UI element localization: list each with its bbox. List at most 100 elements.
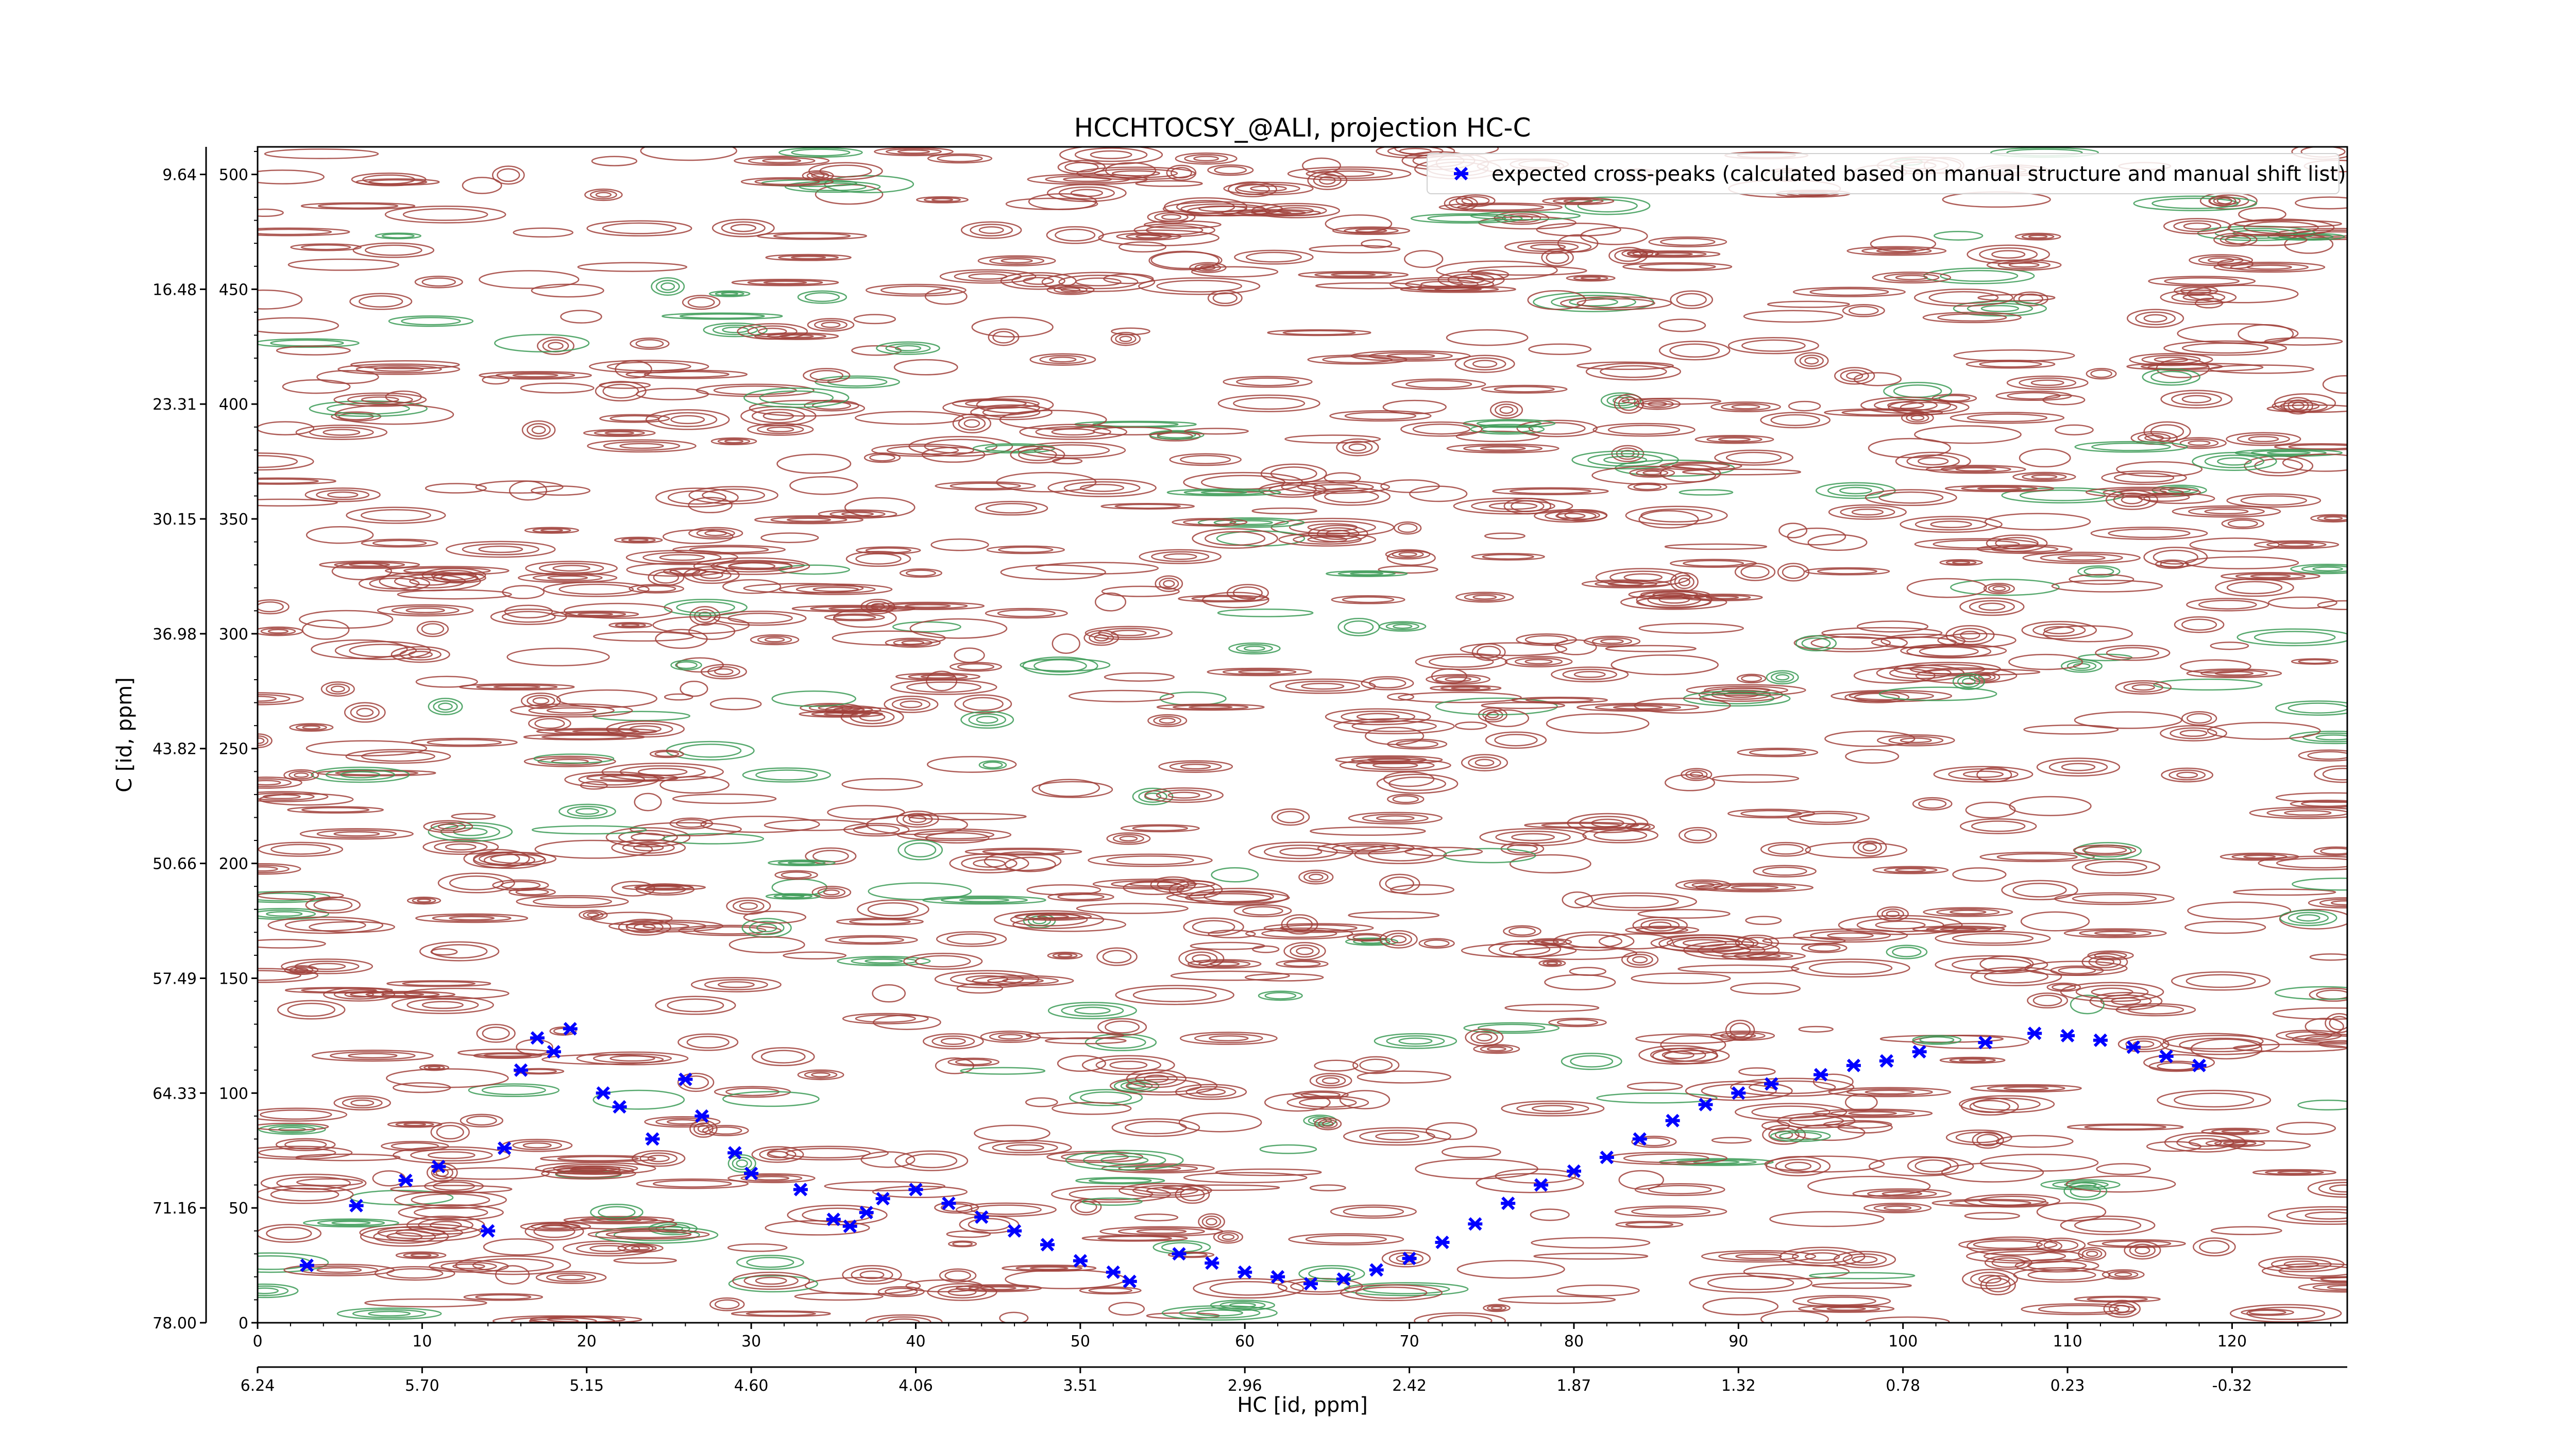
contour-ring [1595, 568, 1691, 587]
contour-ring [2095, 645, 2171, 661]
contour-ring [1006, 1144, 1044, 1152]
contour-ring [1827, 932, 1874, 939]
contour-ring [2063, 1182, 2108, 1201]
contour-ring [1207, 667, 1312, 677]
contour-ring [952, 413, 992, 434]
contour-ring [1735, 1103, 1848, 1121]
contour-ring [1580, 276, 1601, 280]
contour-ring [621, 537, 656, 543]
contour-ring [1933, 766, 2033, 783]
contour-ring [1156, 789, 1212, 801]
contour-ring [1232, 586, 1263, 599]
contour-ring [696, 528, 735, 538]
contour-ring [1368, 678, 1406, 688]
contour-ring [282, 379, 351, 394]
contour-ring [856, 546, 921, 554]
contour-ring [462, 177, 502, 194]
contour-ring [973, 859, 1006, 868]
contour-ring [335, 770, 419, 776]
contour-ring [1863, 1203, 1932, 1214]
contour-ring [774, 870, 818, 880]
contour-ring [1626, 1082, 1683, 1091]
contour-ring [317, 203, 399, 209]
contour-ring [613, 1257, 677, 1264]
contour-ring [2287, 912, 2329, 924]
contour-ring [754, 515, 863, 525]
contour-ring [1620, 594, 1727, 610]
contour-ring [841, 512, 874, 517]
contour-ring [662, 833, 765, 845]
legend-entry: expected cross-peaks (calculated based o… [1492, 162, 2346, 186]
x-ppm-tick-label: 0.23 [2050, 1377, 2085, 1395]
contour-ring [2013, 291, 2048, 307]
contour-ring [1467, 265, 1587, 276]
contour-ring [1895, 451, 1971, 471]
contour-ring [2200, 669, 2268, 677]
contour-ring [2253, 631, 2336, 644]
contour-ring [1481, 384, 1568, 394]
contour-ring [1300, 1091, 1341, 1098]
contour-ring [1711, 774, 1800, 783]
contour-ring [659, 554, 705, 561]
contour-ring [2195, 297, 2223, 309]
contour-ring [1194, 1033, 1263, 1043]
contour-ring [421, 623, 445, 635]
contour-ring [1092, 422, 1179, 427]
contour-ring [258, 1145, 353, 1160]
contour-ring [1587, 453, 1663, 467]
contour-ring [1808, 944, 1841, 952]
contour-ring [533, 1225, 575, 1238]
contour-ring [2277, 1170, 2312, 1174]
contour-ring [589, 360, 709, 374]
contour-ring [659, 776, 730, 794]
contour-ring [1583, 635, 1641, 647]
contour-ring [1454, 355, 1515, 373]
contour-ring [576, 1051, 689, 1066]
cross-peak-marker [1567, 1164, 1581, 1178]
contour-ring [1387, 738, 1448, 750]
contour-ring [2115, 680, 2172, 695]
contour-ring [972, 975, 1074, 987]
contour-ring [721, 221, 766, 235]
contour-ring [1172, 518, 1248, 527]
contour-ring [1163, 580, 1175, 587]
contour-ring [2183, 222, 2212, 230]
contour-ring [1706, 595, 1739, 600]
contour-ring [1923, 907, 2013, 917]
contour-ring [710, 560, 793, 573]
contour-ring [700, 664, 747, 680]
contour-ring [1817, 568, 1877, 575]
contour-ring [1052, 1102, 1132, 1115]
contour-ring [1132, 1185, 1198, 1196]
contour-ring [1501, 1100, 1605, 1117]
contour-ring [1336, 438, 1379, 457]
contour-ring [1991, 1257, 2026, 1268]
contour-ring [999, 1311, 1029, 1323]
contour-ring [1918, 799, 1947, 809]
contour-ring [1398, 692, 1522, 703]
contour-ring [946, 933, 997, 945]
contour-ring [1180, 763, 1211, 770]
contour-ring [475, 1294, 532, 1300]
contour-ring [2284, 810, 2332, 816]
contour-ring [350, 705, 380, 720]
x-tick-label: 90 [1728, 1333, 1748, 1351]
contour-ring [625, 549, 738, 565]
contour-ring [960, 221, 1022, 239]
contour-ring [1143, 220, 1222, 229]
contour-ring [655, 487, 739, 508]
contour-ring [1354, 845, 1447, 865]
contour-ring [411, 1193, 490, 1207]
contour-ring [549, 1026, 577, 1036]
contour-ring [959, 898, 1010, 903]
contour-ring [1410, 213, 1523, 224]
contour-ring [940, 897, 1028, 904]
contour-ring [712, 324, 758, 335]
cross-peak-marker [826, 1212, 841, 1226]
x-tick-label: 40 [906, 1333, 925, 1351]
contour-ring [466, 1116, 497, 1126]
contour-ring [504, 604, 553, 619]
contour-ring [1342, 441, 1373, 454]
contour-ring [259, 793, 354, 806]
contour-ring [1743, 1263, 1850, 1279]
